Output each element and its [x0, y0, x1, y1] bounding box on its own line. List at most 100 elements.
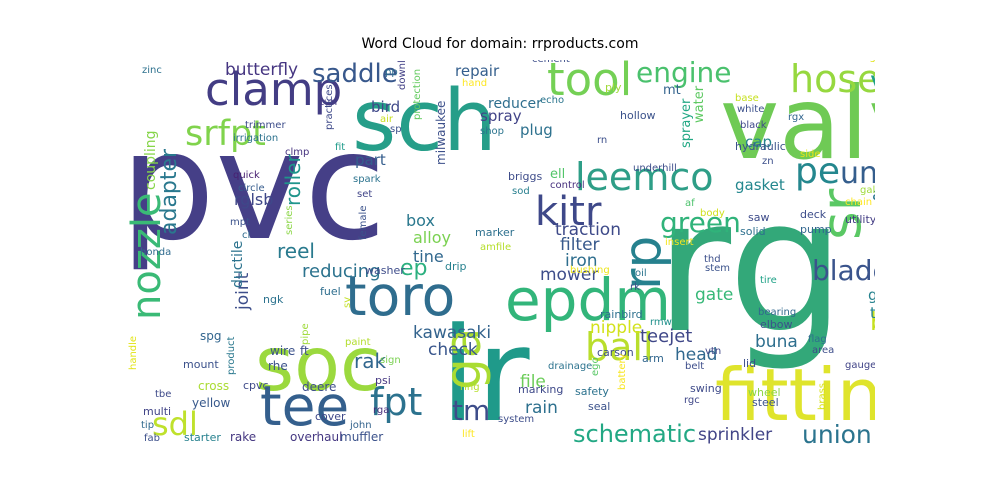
word-bearing: bearing: [758, 307, 796, 318]
word-fit: fit: [335, 142, 345, 153]
word-spear: spear: [870, 60, 875, 65]
word-buna: buna: [755, 332, 798, 352]
word-schematic: schematic: [573, 420, 696, 448]
word-cross: cross: [198, 379, 229, 393]
word-viton: viton: [870, 65, 875, 100]
word-sdl: sdl: [152, 405, 198, 443]
word-rp: rp: [613, 236, 673, 290]
word-yellow: yellow: [192, 396, 230, 410]
word-muffler: muffler: [340, 430, 383, 444]
word-utility: utility: [845, 213, 875, 226]
word-ply: ply: [605, 81, 622, 94]
word-hydraulic: hydraulic: [735, 140, 786, 153]
word-psi: psi: [375, 374, 391, 387]
word-mt: mt: [663, 83, 681, 98]
word-rain: rain: [525, 398, 558, 418]
word-zinc: zinc: [142, 65, 162, 76]
word-hollow: hollow: [620, 109, 656, 122]
word-joint: joint: [233, 272, 253, 311]
word-quick: quick: [233, 170, 260, 181]
word-engine: engine: [636, 60, 732, 89]
word-battery: battery: [617, 353, 628, 390]
word-reducing: reducing: [302, 261, 381, 282]
word-sign: sign: [380, 355, 401, 366]
word-deck: deck: [800, 208, 827, 221]
word-traction: traction: [555, 220, 621, 240]
word-rgx: rgx: [788, 112, 804, 123]
word-side: side: [800, 149, 821, 160]
word-stem: stem: [705, 263, 730, 274]
word-tool: tool: [547, 60, 632, 106]
word-pipe: pipe: [300, 323, 311, 345]
word-cement: cement: [532, 60, 570, 65]
word-coupling: coupling: [143, 130, 159, 190]
word-tm: tm: [452, 394, 490, 427]
word-trimmer: trimmer: [245, 120, 286, 131]
word-af: af: [685, 198, 695, 209]
word-adapter: adapter: [157, 148, 182, 235]
word-butterfly: butterfly: [225, 60, 298, 80]
word-drainage: drainage: [548, 361, 592, 372]
word-echo: echo: [540, 95, 564, 106]
word-mount: mount: [183, 358, 219, 371]
word-lid: lid: [743, 357, 756, 370]
word-rhe: rhe: [268, 359, 288, 373]
word-sprinkler: sprinkler: [698, 425, 772, 445]
word-soc: soc: [255, 320, 381, 408]
word-mower: mower: [540, 265, 598, 285]
word-area: area: [812, 345, 834, 356]
word-ir: ir: [440, 299, 530, 451]
word-sod: sod: [512, 186, 530, 197]
word-gasket: gasket: [735, 176, 785, 194]
word-leemco: leemco: [575, 155, 713, 199]
word-sprayer: sprayer: [679, 98, 694, 148]
word-base: base: [735, 93, 759, 104]
word-cover: cover: [315, 410, 346, 423]
word-teejet: teejet: [640, 326, 692, 347]
word-box: box: [406, 211, 435, 230]
word-set: set: [357, 189, 372, 200]
word-deere: deere: [302, 380, 336, 394]
word-rak: rak: [354, 349, 386, 373]
word-blades: blades: [812, 254, 875, 287]
word-epdm: epdm: [505, 266, 671, 334]
word-protection: protection: [412, 69, 423, 120]
word-wire: wire: [270, 344, 295, 358]
word-female: female: [358, 206, 369, 240]
word-union: union: [802, 420, 872, 449]
word-pvc: pvc: [125, 100, 386, 274]
word-mpt: mpt: [230, 217, 250, 228]
word-milwaukee: milwaukee: [434, 101, 448, 165]
word-fuel: fuel: [320, 285, 341, 298]
word-pe: pe: [795, 151, 840, 192]
word-rn: rn: [597, 135, 607, 146]
word-tire: tire: [760, 275, 777, 286]
word-gauge: gauge: [845, 360, 875, 371]
word-grnd: grnd: [868, 286, 875, 304]
word-ft: ft: [300, 344, 309, 358]
word-clamp: clamp: [205, 63, 342, 116]
word-solid: solid: [740, 225, 766, 238]
word-fpt: fpt: [370, 380, 422, 424]
word-nozzle: nozzle: [125, 192, 170, 320]
word-honda: honda: [140, 247, 171, 258]
word-alloy: alloy: [413, 228, 451, 247]
word-hand: hand: [462, 78, 487, 89]
word-clmp: clmp: [285, 147, 309, 158]
word-rake: rake: [230, 430, 256, 444]
word-assy: assy: [872, 185, 875, 205]
word-head: head: [675, 345, 717, 365]
word-seal: seal: [588, 400, 610, 413]
word-white: white: [737, 104, 764, 115]
chart-title: Word Cloud for domain: rrproducts.com: [361, 36, 639, 52]
word-wheel: wheel: [748, 386, 781, 399]
word-marking: marking: [518, 383, 563, 396]
word-shop: shop: [480, 126, 504, 137]
word-briggs: briggs: [508, 170, 543, 183]
word-saddle: saddle: [312, 60, 398, 89]
word-vtn: vtn: [705, 346, 721, 357]
word-product: product: [226, 336, 237, 375]
word-rgc: rgc: [684, 395, 700, 406]
word-swing: swing: [690, 382, 722, 395]
word-washer: washer: [365, 264, 405, 277]
